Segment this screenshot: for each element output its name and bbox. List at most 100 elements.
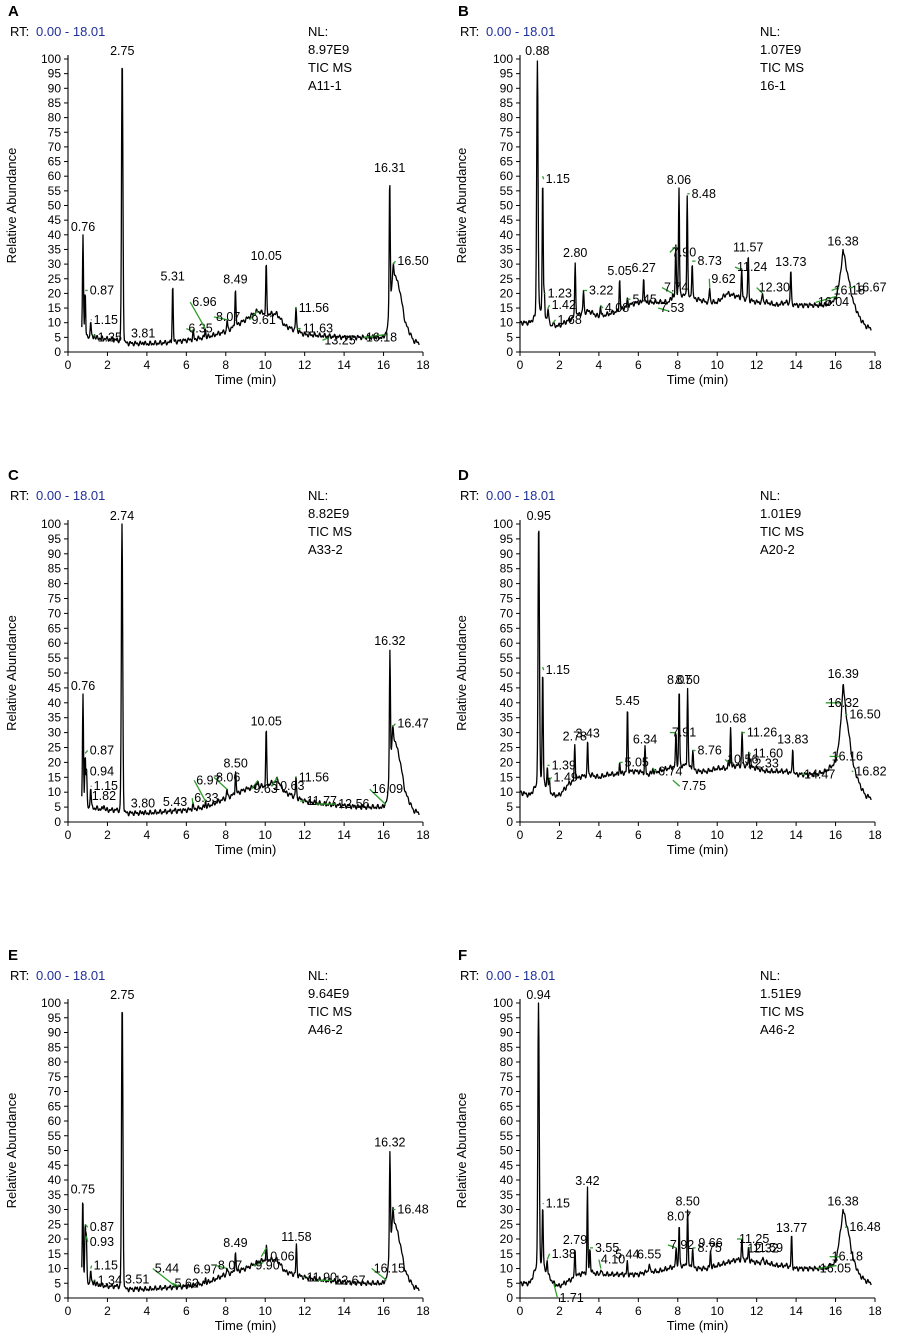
y-tick-label: 20: [48, 286, 62, 300]
x-tick-label: 6: [183, 828, 190, 842]
peak-leader-line: [363, 333, 388, 338]
x-tick-label: 2: [104, 358, 111, 372]
rt-label: RT:: [10, 488, 29, 503]
x-axis-title: Time (min): [215, 372, 277, 387]
y-tick-label: 25: [500, 272, 514, 286]
y-tick-label: 30: [500, 1203, 514, 1217]
y-tick-label: 95: [500, 1011, 514, 1025]
peak-leader-line: [552, 319, 557, 324]
y-tick-label: 30: [48, 726, 62, 740]
peak-label: 11.24: [737, 260, 767, 274]
x-tick-label: 10: [259, 358, 273, 372]
y-tick-label: 40: [48, 696, 62, 710]
peak-label: 8.50: [675, 1195, 699, 1209]
y-tick-label: 45: [48, 1158, 62, 1172]
peak-leader-line: [392, 260, 396, 265]
x-tick-label: 8: [674, 358, 681, 372]
x-tick-label: 18: [868, 828, 882, 842]
y-tick-label: 100: [493, 996, 513, 1010]
peak-leader-line: [172, 1282, 180, 1287]
y-tick-label: 5: [54, 1276, 61, 1290]
x-tick-label: 16: [829, 1304, 843, 1318]
peak-label: 6.33: [194, 791, 218, 805]
peak-leader-line: [253, 1261, 264, 1267]
rt-label: RT:: [460, 968, 479, 983]
x-tick-label: 0: [517, 358, 524, 372]
peak-label: 1.15: [546, 172, 570, 186]
x-tick-label: 12: [750, 358, 764, 372]
peak-label: 16.31: [374, 161, 405, 175]
y-tick-label: 50: [500, 666, 514, 680]
x-tick-label: 0: [517, 1304, 524, 1318]
peak-label: 16.38: [827, 234, 858, 248]
x-tick-label: 2: [556, 1304, 563, 1318]
x-tick-label: 4: [596, 358, 603, 372]
peak-label: 11.60: [753, 746, 783, 760]
x-tick-label: 10: [259, 828, 273, 842]
y-tick-label: 55: [48, 184, 62, 198]
x-axis-title: Time (min): [667, 1318, 729, 1333]
peak-leader-line: [598, 1259, 602, 1269]
y-tick-label: 60: [500, 636, 514, 650]
y-tick-label: 15: [48, 301, 62, 315]
tic-trace: [81, 1011, 420, 1293]
y-tick-label: 65: [48, 155, 62, 169]
x-tick-label: 6: [635, 1304, 642, 1318]
panel-letter: F: [458, 947, 467, 964]
y-tick-label: 50: [500, 1144, 514, 1158]
y-tick-label: 10: [500, 316, 514, 330]
y-tick-label: 70: [48, 606, 62, 620]
y-tick-label: 60: [48, 169, 62, 183]
peak-leader-line: [652, 767, 657, 772]
peak-label: 16.16: [832, 749, 863, 763]
y-tick-label: 90: [500, 547, 514, 561]
x-tick-label: 16: [377, 1304, 391, 1318]
y-tick-label: 10: [48, 785, 62, 799]
x-tick-label: 18: [868, 358, 882, 372]
y-tick-label: 30: [500, 257, 514, 271]
y-tick-label: 75: [48, 592, 62, 606]
x-tick-label: 14: [789, 358, 803, 372]
x-tick-label: 2: [104, 1304, 111, 1318]
peak-label: 12.56: [338, 797, 369, 811]
peak-leader-line: [542, 666, 545, 671]
peak-label: 10.56: [727, 752, 758, 766]
y-tick-label: 15: [500, 770, 514, 784]
peak-label: 6.27: [631, 261, 655, 275]
x-tick-label: 10: [711, 828, 725, 842]
y-tick-label: 30: [500, 726, 514, 740]
peak-label: 7.91: [672, 726, 696, 740]
y-axis-title: Relative Abundance: [454, 615, 469, 731]
peak-label: 2.75: [110, 44, 134, 58]
nl-line: A46-2: [760, 1022, 795, 1037]
y-tick-label: 70: [48, 140, 62, 154]
peak-label: 5.44: [615, 1248, 639, 1262]
x-tick-label: 2: [556, 358, 563, 372]
peak-label: 16.48: [397, 1203, 428, 1217]
x-tick-label: 14: [337, 1304, 351, 1318]
peak-label: 1.71: [559, 1291, 583, 1305]
peak-label: 2.79: [563, 1233, 587, 1247]
peak-label: 11.25: [739, 1232, 769, 1246]
peak-label: 0.95: [527, 509, 551, 523]
y-tick-label: 80: [48, 111, 62, 125]
peak-label: 0.93: [90, 1235, 114, 1249]
x-tick-label: 14: [789, 828, 803, 842]
peak-label: 16.32: [374, 1136, 405, 1150]
y-tick-label: 85: [48, 1040, 62, 1054]
peak-leader-line: [85, 1235, 89, 1243]
peak-label: 5.45: [615, 694, 639, 708]
x-tick-label: 4: [596, 1304, 603, 1318]
y-tick-label: 100: [41, 996, 61, 1010]
nl-line: NL:: [760, 488, 780, 503]
peak-label: 13.73: [775, 255, 806, 269]
panel-letter: C: [8, 467, 19, 484]
peak-leader-line: [322, 336, 330, 341]
peak-label: 1.35: [98, 330, 122, 344]
y-tick-label: 85: [500, 562, 514, 576]
peak-label: 8.50: [223, 756, 247, 770]
